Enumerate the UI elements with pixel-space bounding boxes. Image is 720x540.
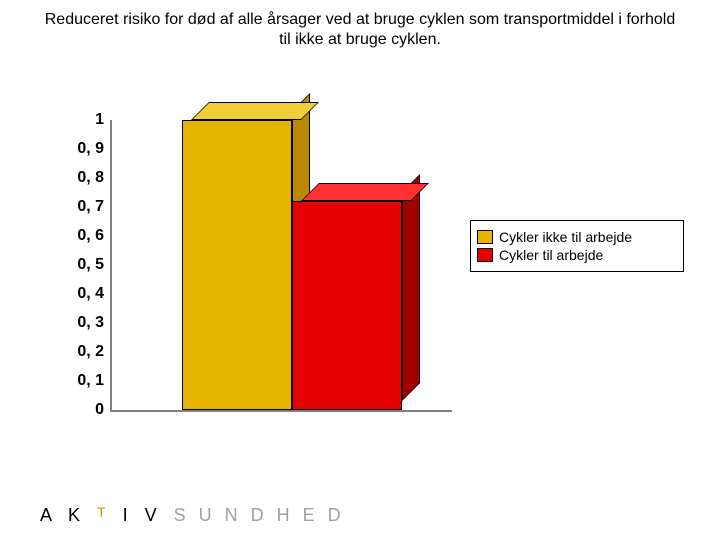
- y-axis-labels: 00, 10, 20, 30, 40, 50, 60, 70, 80, 91: [40, 120, 104, 410]
- chart-area: 0 0, 1 0, 2 0, 3 0, 4 0, 5 0, 6 0, 7 0, 8 0, 9 1 C…: [40, 100, 680, 440]
- y-tick-label: 0, 8: [77, 169, 104, 187]
- bar: [292, 183, 420, 410]
- legend: Cykler ikke til arbejde Cykler til arbejd…: [470, 220, 684, 272]
- y-tick-label: 0, 2: [77, 343, 104, 361]
- y-tick-label: 0, 6: [77, 227, 104, 245]
- legend-item: Cykler ikke til arbejde: [477, 229, 677, 245]
- logo-text: I V: [123, 505, 163, 525]
- legend-label: Cykler til arbejde: [499, 247, 603, 263]
- y-tick-label: 0, 9: [77, 140, 104, 158]
- bar-top: [191, 102, 319, 120]
- y-tick-label: 0, 5: [77, 256, 104, 274]
- brand-logo: A K T I V S U N D H E D: [40, 504, 345, 526]
- y-tick-label: 1: [95, 111, 104, 129]
- bar: [182, 102, 310, 410]
- logo-text: T: [97, 504, 112, 520]
- legend-swatch: [477, 230, 493, 244]
- bar-top: [301, 183, 429, 201]
- y-tick-label: 0, 3: [77, 314, 104, 332]
- y-tick-label: 0, 4: [77, 285, 104, 303]
- logo-text: A K: [40, 505, 86, 525]
- legend-swatch: [477, 248, 493, 262]
- bar-front: [292, 201, 402, 410]
- logo-text: S U N D H E D: [174, 505, 345, 525]
- bar-side: [402, 174, 420, 401]
- y-tick-label: 0, 7: [77, 198, 104, 216]
- plot-area: [110, 120, 452, 412]
- chart-title: Reduceret risiko for død af alle årsager…: [0, 0, 720, 56]
- y-tick-label: 0, 1: [77, 372, 104, 390]
- bar-front: [182, 120, 292, 410]
- y-tick-label: 0: [95, 401, 104, 419]
- legend-item: Cykler til arbejde: [477, 247, 677, 263]
- legend-label: Cykler ikke til arbejde: [499, 229, 632, 245]
